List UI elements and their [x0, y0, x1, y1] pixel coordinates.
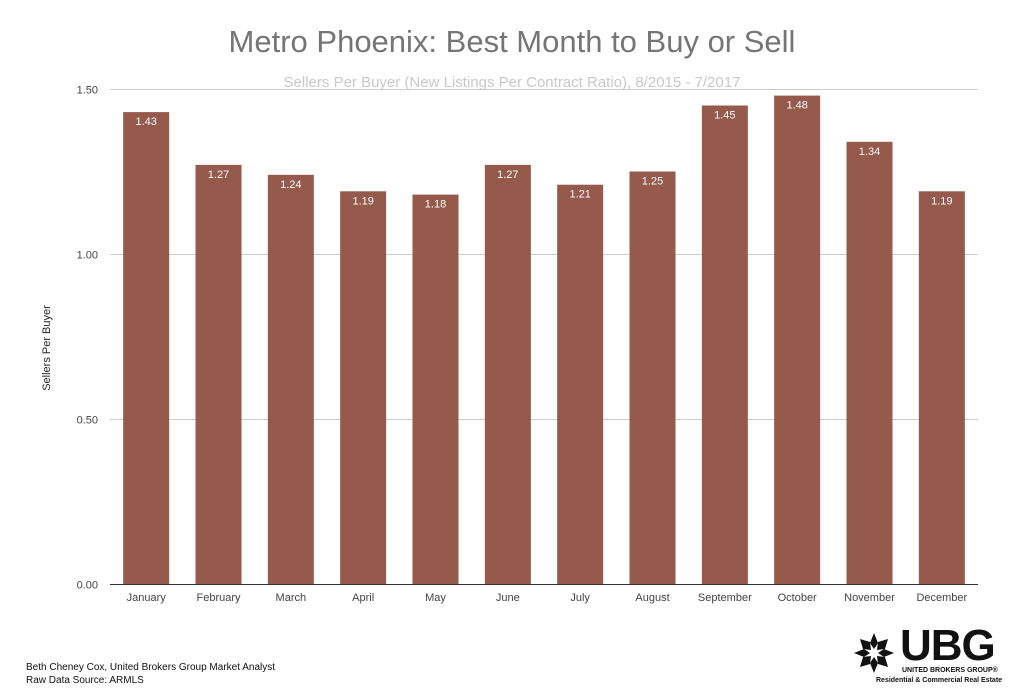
data-label: 1.48	[786, 100, 807, 112]
y-tick-label: 1.50	[77, 85, 98, 97]
x-category-label: November	[844, 592, 895, 604]
data-label: 1.21	[569, 189, 590, 201]
x-category-label: August	[635, 592, 669, 604]
x-category-label: February	[196, 592, 241, 604]
bar	[774, 95, 821, 584]
ubg-logo: UBG UNITED BROKERS GROUP® Residential & …	[850, 621, 1010, 687]
y-tick-label: 0.50	[77, 415, 98, 427]
chart-subtitle: Sellers Per Buyer (New Listings Per Cont…	[284, 74, 741, 91]
bar	[195, 164, 242, 584]
bar	[846, 141, 893, 585]
x-category-label: March	[276, 592, 307, 604]
x-category-label: September	[698, 592, 752, 604]
x-category-label: October	[778, 592, 817, 604]
chart-title: Metro Phoenix: Best Month to Buy or Sell	[229, 24, 796, 59]
x-category-label: May	[425, 592, 446, 604]
x-category-label: January	[127, 592, 167, 604]
footer-author: Beth Cheney Cox, United Brokers Group Ma…	[26, 662, 276, 673]
y-tick-label: 0.00	[77, 580, 98, 592]
bar	[629, 171, 676, 584]
data-label: 1.19	[931, 195, 952, 207]
bars	[123, 95, 965, 585]
x-axis-categories: January February March April May June July Augu…	[127, 592, 968, 604]
y-axis-ticks: 0.00 0.50 1.00 1.50	[77, 85, 98, 592]
data-label: 1.25	[642, 176, 663, 188]
bar	[412, 194, 459, 584]
y-axis-label: Sellers Per Buyer	[41, 305, 53, 391]
data-label: 1.45	[714, 110, 735, 122]
bar-chart: Metro Phoenix: Best Month to Buy or Sell…	[41, 24, 978, 604]
data-label: 1.19	[352, 195, 373, 207]
data-label: 1.43	[135, 116, 156, 128]
bar	[340, 191, 387, 585]
x-category-label: July	[570, 592, 590, 604]
grid-lines	[110, 89, 978, 420]
data-label: 1.34	[859, 146, 880, 158]
x-category-label: December	[916, 592, 967, 604]
bar	[557, 184, 604, 584]
x-category-label: June	[496, 592, 520, 604]
x-category-label: April	[352, 592, 374, 604]
data-labels: 1.43 1.27 1.24 1.19 1.18 1.27 1.21 1.25 1.45 1.48…	[135, 100, 952, 211]
logo-wordmark: UBG	[900, 621, 996, 670]
data-label: 1.27	[208, 169, 229, 181]
logo-company-name: UNITED BROKERS GROUP®	[902, 667, 998, 674]
data-label: 1.18	[425, 199, 446, 211]
ubg-logo-mark-icon	[854, 633, 894, 673]
footer-source: Raw Data Source: ARMLS	[26, 675, 144, 686]
bar	[267, 174, 314, 585]
bar	[123, 112, 170, 584]
data-label: 1.24	[280, 179, 301, 191]
data-label: 1.27	[497, 169, 518, 181]
logo-tagline: Residential & Commercial Real Estate	[876, 677, 1003, 684]
bar	[918, 191, 965, 585]
footer-credits: Beth Cheney Cox, United Brokers Group Ma…	[26, 661, 275, 687]
bar	[701, 105, 748, 584]
bar	[484, 164, 531, 584]
y-tick-label: 1.00	[77, 250, 98, 262]
